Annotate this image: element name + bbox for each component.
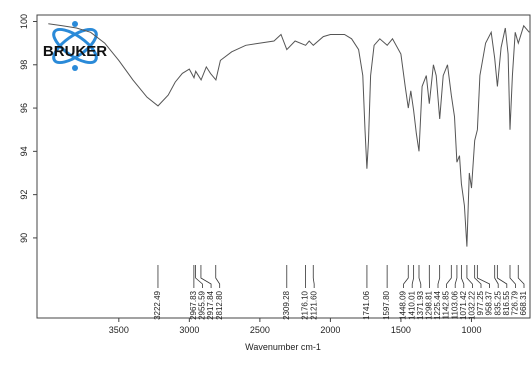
peak-marker <box>418 265 422 288</box>
bruker-logo: BRUKER <box>43 21 107 71</box>
x-tick-label: 3500 <box>109 325 129 335</box>
peak-label: 2812.80 <box>215 290 224 319</box>
peak-marker <box>411 265 415 288</box>
peak-marker <box>446 265 452 288</box>
x-tick-label: 2000 <box>320 325 340 335</box>
peak-label: 958.37 <box>485 290 494 315</box>
peak-marker <box>460 265 465 288</box>
peak-marker <box>454 265 458 288</box>
y-tick-label: 100 <box>19 14 29 29</box>
peak-label: 668.31 <box>519 290 528 315</box>
peak-label: 816.55 <box>502 290 511 315</box>
peak-label: 1071.42 <box>459 290 468 319</box>
peak-label: 1225.44 <box>433 290 442 319</box>
peak-marker <box>195 265 203 288</box>
plot-frame <box>36 14 531 319</box>
peak-label: 1410.01 <box>407 290 416 319</box>
peak-label: 2917.84 <box>206 290 215 319</box>
peak-label: 1032.22 <box>468 290 477 319</box>
peak-marker <box>466 265 473 288</box>
x-tick-label: 1000 <box>461 325 481 335</box>
peak-marker <box>496 265 508 288</box>
peak-marker <box>476 265 490 288</box>
peak-label: 2176.10 <box>301 290 310 319</box>
peak-marker <box>403 265 409 288</box>
y-tick-label: 94 <box>19 146 29 156</box>
x-tick-label: 1500 <box>391 325 411 335</box>
peak-label: 1142.85 <box>442 290 451 319</box>
peak-marker <box>494 265 499 288</box>
logo-text: BRUKER <box>43 43 107 60</box>
peak-marker <box>215 265 221 288</box>
peak-marker <box>200 265 212 288</box>
x-tick-label: 2500 <box>250 325 270 335</box>
x-axis-label: Wavenumber cm-1 <box>245 342 321 352</box>
peak-label: 1298.81 <box>425 290 434 319</box>
peak-marker <box>474 265 482 288</box>
peak-marker <box>517 265 525 288</box>
y-tick-label: 98 <box>19 60 29 70</box>
peak-label: 977.25 <box>476 290 485 315</box>
peak-label: 1741.06 <box>362 290 371 319</box>
spectrum-line <box>48 23 530 247</box>
peak-label: 835.25 <box>493 290 502 315</box>
peak-label: 726.79 <box>511 290 520 315</box>
peak-label: 2121.60 <box>309 290 318 319</box>
peak-label: 2955.59 <box>198 290 207 319</box>
peak-label: 2309.28 <box>282 290 291 319</box>
peak-marker <box>509 265 516 288</box>
peak-label: 1103.06 <box>450 290 459 319</box>
peak-marker <box>437 265 441 288</box>
peak-label: 2967.83 <box>189 290 198 319</box>
y-tick-label: 90 <box>19 233 29 243</box>
y-tick-label: 96 <box>19 103 29 113</box>
peak-label: 1448.09 <box>399 290 408 319</box>
peak-label: 1371.93 <box>416 290 425 319</box>
x-tick-label: 3000 <box>179 325 199 335</box>
peak-marker <box>312 265 315 288</box>
peak-label: 1597.80 <box>382 290 391 319</box>
peak-label: 3222.49 <box>153 290 162 319</box>
y-tick-label: 92 <box>19 190 29 200</box>
